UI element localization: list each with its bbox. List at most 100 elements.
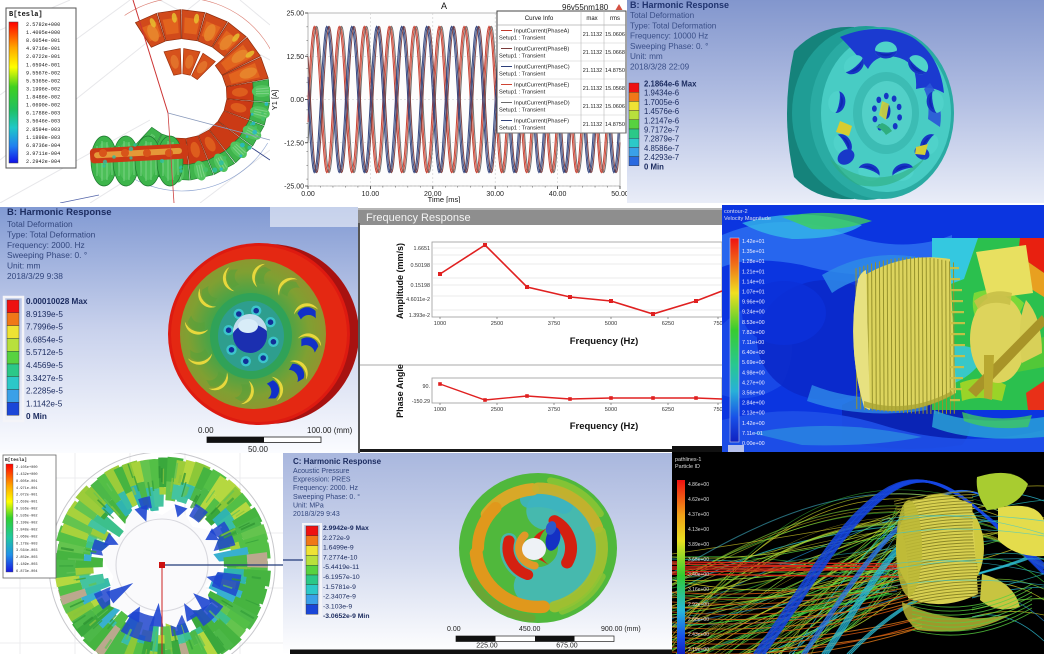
svg-text:2.4293e-7: 2.4293e-7 bbox=[644, 153, 679, 162]
svg-text:14.8750: 14.8750 bbox=[605, 68, 625, 74]
svg-text:2.2285e-5: 2.2285e-5 bbox=[26, 387, 63, 396]
svg-text:-1.5781e-9: -1.5781e-9 bbox=[323, 584, 356, 591]
svg-text:2.272e-9: 2.272e-9 bbox=[323, 535, 350, 542]
svg-text:Unit: MPa: Unit: MPa bbox=[293, 502, 324, 509]
svg-text:100.00 (mm): 100.00 (mm) bbox=[307, 426, 353, 435]
svg-text:Frequency (Hz): Frequency (Hz) bbox=[570, 336, 639, 347]
svg-text:900.00 (mm): 900.00 (mm) bbox=[601, 626, 641, 633]
svg-text:40.00: 40.00 bbox=[549, 191, 567, 198]
svg-text:max: max bbox=[586, 16, 597, 22]
svg-text:2018/3/29 9:38: 2018/3/29 9:38 bbox=[7, 271, 63, 281]
svg-text:3.16e+00: 3.16e+00 bbox=[688, 587, 709, 593]
svg-text:225.00: 225.00 bbox=[476, 643, 498, 650]
svg-text:-3.0652e-9 Min: -3.0652e-9 Min bbox=[323, 613, 369, 620]
svg-text:Frequency Response: Frequency Response bbox=[366, 212, 471, 224]
svg-text:9.24e+00: 9.24e+00 bbox=[742, 310, 765, 316]
svg-text:C: Harmonic Response: C: Harmonic Response bbox=[293, 457, 382, 466]
svg-text:1.35e+01: 1.35e+01 bbox=[742, 249, 765, 255]
svg-text:5000: 5000 bbox=[605, 321, 617, 327]
svg-text:B: Harmonic Response: B: Harmonic Response bbox=[7, 207, 112, 218]
svg-text:5000: 5000 bbox=[605, 407, 617, 413]
svg-text:2.105e+000: 2.105e+000 bbox=[16, 466, 38, 470]
svg-text:1.14e+01: 1.14e+01 bbox=[742, 279, 765, 285]
svg-text:4.27e+00: 4.27e+00 bbox=[742, 380, 765, 386]
svg-text:1.069e-002: 1.069e-002 bbox=[16, 535, 38, 539]
svg-text:12.50: 12.50 bbox=[286, 54, 304, 61]
svg-text:Unit: mm: Unit: mm bbox=[630, 52, 663, 61]
svg-text:1000: 1000 bbox=[434, 407, 446, 413]
svg-text:Setup1 : Transient: Setup1 : Transient bbox=[499, 108, 546, 114]
svg-text:0.00010028 Max: 0.00010028 Max bbox=[26, 297, 88, 306]
svg-text:rms: rms bbox=[610, 16, 620, 22]
svg-text:Setup1 : Transient: Setup1 : Transient bbox=[499, 72, 546, 78]
svg-text:8.9139e-5: 8.9139e-5 bbox=[26, 310, 63, 319]
svg-text:2.8594e-003: 2.8594e-003 bbox=[26, 127, 60, 133]
svg-text:5.5365e-002: 5.5365e-002 bbox=[26, 78, 60, 84]
svg-text:InputCurrent(PhaseD): InputCurrent(PhaseD) bbox=[514, 101, 570, 107]
svg-text:1.6651: 1.6651 bbox=[414, 246, 431, 252]
svg-text:6.178e-003: 6.178e-003 bbox=[16, 542, 38, 546]
svg-text:3750: 3750 bbox=[548, 407, 560, 413]
svg-text:3.1996e-002: 3.1996e-002 bbox=[26, 87, 60, 93]
svg-text:3.3427e-5: 3.3427e-5 bbox=[26, 374, 63, 383]
svg-text:7.2774e-10: 7.2774e-10 bbox=[323, 554, 358, 561]
svg-text:Particle ID: Particle ID bbox=[675, 464, 700, 470]
svg-text:21.1132: 21.1132 bbox=[583, 104, 602, 110]
svg-text:2.2942e-004: 2.2942e-004 bbox=[26, 159, 60, 165]
svg-text:7.82e+00: 7.82e+00 bbox=[742, 330, 765, 336]
svg-text:Frequency: 2000. Hz: Frequency: 2000. Hz bbox=[7, 240, 85, 250]
svg-text:InputCurrent(PhaseC): InputCurrent(PhaseC) bbox=[514, 65, 570, 71]
svg-text:1.1898e-003: 1.1898e-003 bbox=[26, 135, 60, 141]
svg-text:Amplitude (mm/s): Amplitude (mm/s) bbox=[395, 243, 405, 319]
svg-text:1.0690e-002: 1.0690e-002 bbox=[26, 103, 60, 109]
svg-text:4.6011e-2: 4.6011e-2 bbox=[406, 297, 430, 303]
svg-text:1.9434e-6: 1.9434e-6 bbox=[644, 89, 679, 98]
svg-text:50.00: 50.00 bbox=[248, 445, 269, 453]
svg-text:20.00: 20.00 bbox=[424, 191, 442, 198]
svg-text:6.873e-004: 6.873e-004 bbox=[16, 570, 38, 574]
svg-text:4.86e+00: 4.86e+00 bbox=[688, 482, 709, 488]
svg-text:contour-2: contour-2 bbox=[724, 209, 748, 215]
svg-text:InputCurrent(PhaseF): InputCurrent(PhaseF) bbox=[514, 119, 569, 125]
svg-text:5.69e+00: 5.69e+00 bbox=[742, 360, 765, 366]
svg-text:4.4569e-5: 4.4569e-5 bbox=[26, 361, 63, 370]
svg-text:Phase Angle: Phase Angle bbox=[395, 364, 405, 418]
svg-text:9.96e+00: 9.96e+00 bbox=[742, 300, 765, 306]
svg-text:1.8486e-002: 1.8486e-002 bbox=[26, 95, 60, 101]
svg-text:2018/3/28 22:09: 2018/3/28 22:09 bbox=[630, 63, 690, 72]
svg-text:1.1142e-5: 1.1142e-5 bbox=[26, 399, 63, 408]
svg-text:1.42e+01: 1.42e+01 bbox=[742, 239, 765, 245]
svg-text:1.189e-003: 1.189e-003 bbox=[16, 563, 38, 567]
svg-text:B[tesla]: B[tesla] bbox=[5, 457, 27, 463]
svg-text:Sweeping Phase: 0. °: Sweeping Phase: 0. ° bbox=[293, 493, 360, 501]
svg-text:1.7005e-6: 1.7005e-6 bbox=[644, 98, 679, 107]
svg-text:Setup1 : Transient: Setup1 : Transient bbox=[499, 54, 546, 60]
svg-text:750: 750 bbox=[713, 407, 722, 413]
svg-text:50.00: 50.00 bbox=[611, 191, 627, 198]
svg-text:15.0568: 15.0568 bbox=[605, 86, 625, 92]
svg-text:15.0606: 15.0606 bbox=[605, 104, 625, 110]
svg-text:2.84e+00: 2.84e+00 bbox=[742, 401, 765, 407]
svg-text:8.53e+00: 8.53e+00 bbox=[742, 320, 765, 326]
svg-text:B: Harmonic Response: B: Harmonic Response bbox=[630, 0, 729, 10]
svg-text:9.7172e-7: 9.7172e-7 bbox=[644, 126, 679, 135]
svg-text:750: 750 bbox=[713, 321, 722, 327]
svg-text:6.1788e-003: 6.1788e-003 bbox=[26, 111, 60, 117]
svg-text:Frequency: 10000 Hz: Frequency: 10000 Hz bbox=[630, 32, 708, 41]
svg-text:7.11e+00: 7.11e+00 bbox=[742, 340, 764, 346]
svg-text:0.00: 0.00 bbox=[301, 191, 315, 198]
svg-text:Time [ms]: Time [ms] bbox=[428, 195, 461, 203]
svg-text:Setup1 : Transient: Setup1 : Transient bbox=[499, 90, 546, 96]
svg-text:0 Min: 0 Min bbox=[644, 162, 664, 171]
svg-text:4.9716e-001: 4.9716e-001 bbox=[26, 46, 60, 52]
svg-text:3.56e+00: 3.56e+00 bbox=[742, 391, 765, 397]
svg-text:675.00: 675.00 bbox=[556, 643, 578, 650]
svg-text:4.13e+00: 4.13e+00 bbox=[688, 527, 709, 533]
svg-text:2500: 2500 bbox=[491, 321, 503, 327]
svg-text:Sweeping Phase: 0. °: Sweeping Phase: 0. ° bbox=[7, 250, 87, 260]
svg-text:4.971e-001: 4.971e-001 bbox=[16, 487, 38, 491]
svg-text:-150.29: -150.29 bbox=[412, 399, 430, 405]
svg-text:8.605e-001: 8.605e-001 bbox=[16, 480, 38, 484]
svg-text:10.00: 10.00 bbox=[362, 191, 380, 198]
svg-text:pathlines-1: pathlines-1 bbox=[675, 457, 701, 463]
